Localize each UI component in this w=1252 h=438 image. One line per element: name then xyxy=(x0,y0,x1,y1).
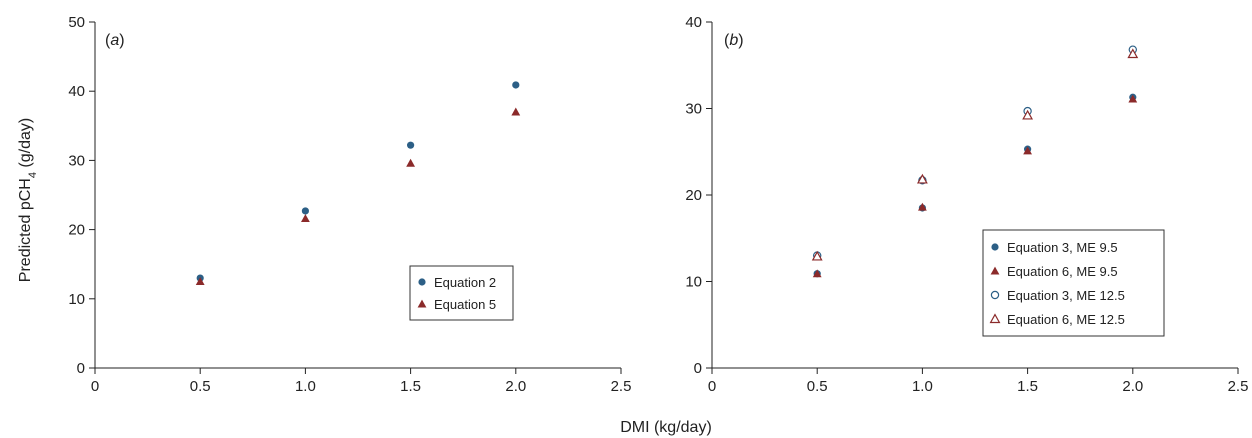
y-tick-label: 0 xyxy=(694,360,702,377)
data-point xyxy=(512,81,520,89)
x-tick-label: 1.0 xyxy=(295,378,316,395)
y-tick-label: 20 xyxy=(685,187,702,204)
data-point xyxy=(406,158,415,167)
data-point xyxy=(195,277,205,286)
data-point xyxy=(916,173,928,184)
data-point xyxy=(811,250,823,261)
y-tick-label: 0 xyxy=(77,360,85,377)
y-tick-label: 30 xyxy=(68,152,85,169)
panel-a-axes: 0 10 20 30 40 50 0 0.5 1.0 1.5 2.0 2.5 xyxy=(68,14,631,395)
data-point xyxy=(407,141,415,149)
x-tick-label: 0 xyxy=(91,378,99,395)
x-tick-label: 0 xyxy=(708,378,716,395)
legend-marker xyxy=(417,299,427,308)
legend-box xyxy=(982,229,1165,337)
legend-entry: Equation 6, ME 9.5 xyxy=(1007,264,1118,279)
data-point xyxy=(918,202,927,211)
legend-entry: Equation 5 xyxy=(434,297,496,312)
x-tick-label: 1.5 xyxy=(400,378,421,395)
legend-marker xyxy=(990,290,1000,300)
y-tick-label: 40 xyxy=(685,14,702,31)
legend-entry: Equation 3, ME 12.5 xyxy=(1007,288,1125,303)
data-point xyxy=(812,269,822,278)
x-tick-label: 2.5 xyxy=(1228,378,1249,395)
data-point xyxy=(301,207,309,215)
data-point xyxy=(1128,94,1138,103)
panel-b-label-letter: b xyxy=(729,32,738,49)
y-tick-label: 20 xyxy=(68,222,85,239)
legend-marker xyxy=(990,266,1000,275)
legend-entry: Equation 3, ME 9.5 xyxy=(1007,240,1118,255)
legend-marker xyxy=(991,243,999,251)
x-axis-label: DMI (kg/day) xyxy=(620,419,712,436)
data-point xyxy=(1023,146,1032,155)
y-tick-label: 10 xyxy=(68,291,85,308)
data-point xyxy=(1022,109,1034,120)
y-tick-label: 10 xyxy=(685,274,702,291)
legend-entry: Equation 2 xyxy=(434,275,496,290)
legend-marker xyxy=(418,278,426,286)
data-point xyxy=(511,107,521,116)
y-axis-label-main: Predicted pCH xyxy=(17,178,34,282)
legend-box xyxy=(409,265,514,321)
y-tick-label: 30 xyxy=(685,101,702,118)
legend-marker xyxy=(989,313,1001,324)
y-axis-label-tail: (g/day) xyxy=(17,118,34,172)
panel-a-label: (a) xyxy=(105,32,125,49)
panel-b: 0 10 20 30 40 0 0.5 1.0 1.5 2.0 2.5 (b) Equation 3… xyxy=(685,14,1248,395)
x-tick-label: 0.5 xyxy=(190,378,211,395)
x-tick-label: 0.5 xyxy=(807,378,828,395)
x-tick-label: 1.0 xyxy=(912,378,933,395)
y-axis-label: Predicted pCH4 (g/day) xyxy=(17,118,39,282)
panel-b-marks xyxy=(811,45,1139,278)
panel-b-legend: Equation 3, ME 9.5 Equation 6, ME 9.5 Equa… xyxy=(982,229,1165,337)
x-tick-label: 2.5 xyxy=(611,378,632,395)
data-point xyxy=(1127,48,1139,59)
panel-a-marks xyxy=(195,81,521,286)
panel-a: 0 10 20 30 40 50 0 0.5 1.0 1.5 2.0 2.5 (a) Equation… xyxy=(68,14,631,395)
x-tick-label: 1.5 xyxy=(1017,378,1038,395)
y-axis-label-sub: 4 xyxy=(27,172,39,178)
panel-a-legend: Equation 2 Equation 5 xyxy=(409,265,514,321)
y-tick-label: 40 xyxy=(68,83,85,100)
x-tick-label: 2.0 xyxy=(505,378,526,395)
panel-a-label-letter: a xyxy=(110,32,119,49)
data-point xyxy=(301,214,310,223)
panel-b-label: (b) xyxy=(724,32,744,49)
x-tick-label: 2.0 xyxy=(1122,378,1143,395)
panel-b-axes: 0 10 20 30 40 0 0.5 1.0 1.5 2.0 2.5 xyxy=(685,14,1248,395)
legend-entry: Equation 6, ME 12.5 xyxy=(1007,312,1125,327)
y-tick-label: 50 xyxy=(68,14,85,31)
